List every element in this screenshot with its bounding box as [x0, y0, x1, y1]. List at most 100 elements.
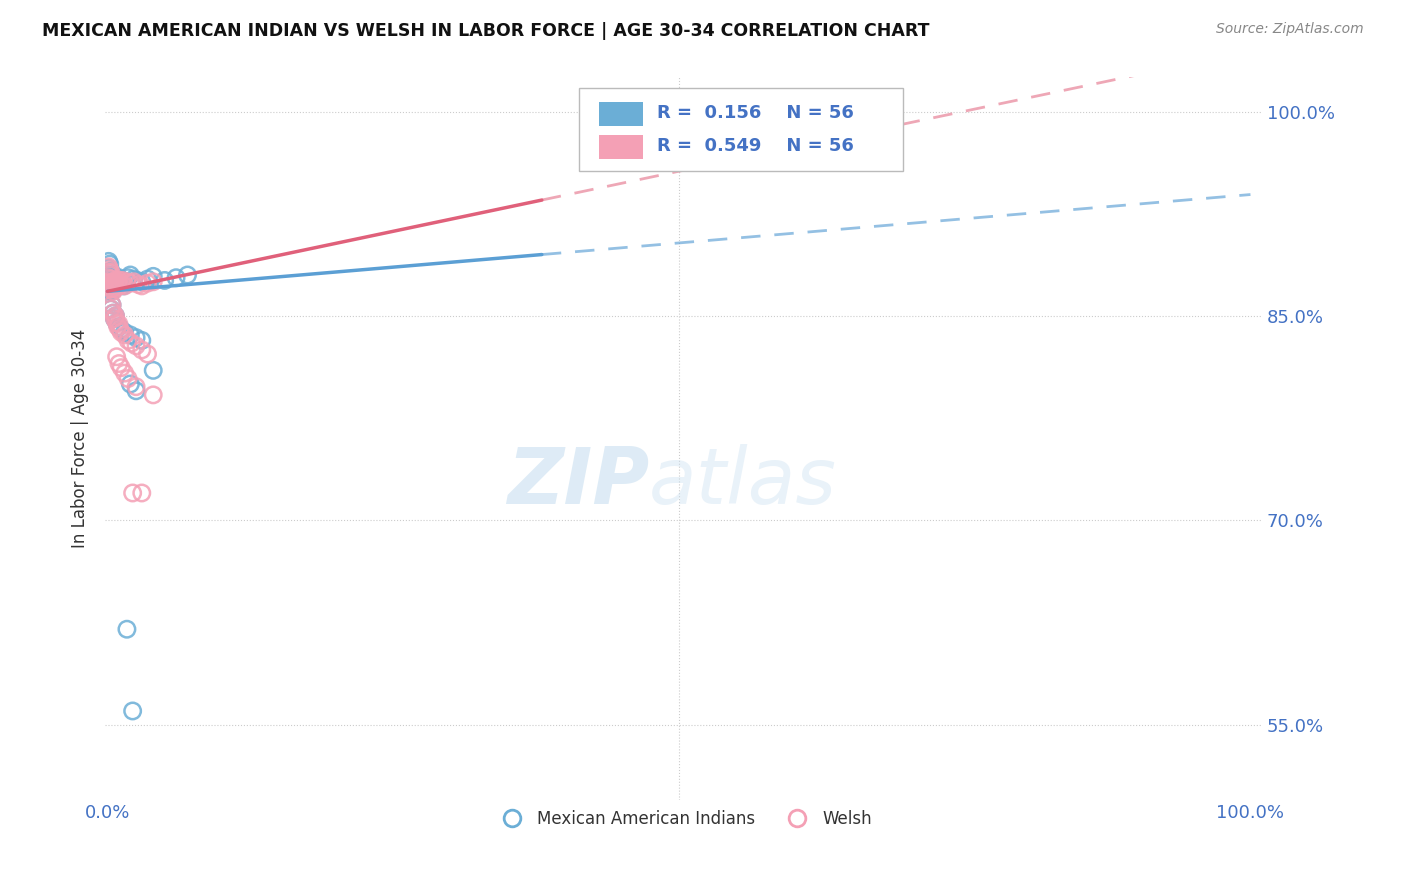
- Point: [97, 265, 120, 279]
- Point: [125, 331, 148, 345]
- Point: [117, 270, 139, 285]
- Point: [104, 273, 127, 287]
- Point: [108, 357, 131, 371]
- Point: [103, 311, 125, 326]
- Point: [105, 276, 128, 290]
- Point: [97, 270, 120, 285]
- Point: [125, 339, 148, 353]
- Point: [101, 280, 124, 294]
- Point: [103, 268, 125, 282]
- Point: [103, 273, 125, 287]
- Point: [142, 269, 165, 284]
- Point: [105, 279, 128, 293]
- Point: [117, 334, 139, 348]
- Point: [111, 273, 134, 287]
- Point: [108, 322, 131, 336]
- Point: [103, 282, 125, 296]
- Point: [98, 275, 121, 289]
- Point: [127, 273, 149, 287]
- Point: [120, 376, 142, 391]
- Point: [98, 265, 121, 279]
- Point: [108, 279, 131, 293]
- Y-axis label: In Labor Force | Age 30-34: In Labor Force | Age 30-34: [72, 329, 89, 548]
- FancyBboxPatch shape: [579, 88, 903, 171]
- Point: [103, 306, 125, 320]
- Point: [125, 380, 148, 394]
- Point: [114, 279, 136, 293]
- Point: [100, 272, 122, 286]
- Point: [100, 301, 122, 316]
- Point: [100, 279, 122, 293]
- Point: [101, 282, 124, 296]
- Point: [112, 279, 135, 293]
- Point: [97, 261, 120, 276]
- Point: [142, 388, 165, 402]
- Point: [142, 275, 165, 289]
- Point: [103, 311, 125, 326]
- Point: [105, 350, 128, 364]
- Point: [122, 275, 145, 289]
- Point: [120, 276, 142, 290]
- Point: [104, 309, 127, 323]
- Point: [103, 283, 125, 297]
- Point: [103, 280, 125, 294]
- Point: [131, 275, 153, 289]
- Point: [153, 273, 176, 287]
- Text: R =  0.549    N = 56: R = 0.549 N = 56: [657, 137, 853, 155]
- Point: [108, 317, 131, 331]
- Point: [121, 486, 143, 500]
- Point: [100, 279, 122, 293]
- Point: [101, 273, 124, 287]
- Point: [165, 270, 187, 285]
- Point: [104, 309, 127, 323]
- Point: [105, 316, 128, 330]
- Point: [104, 279, 127, 293]
- Point: [101, 298, 124, 312]
- Point: [122, 272, 145, 286]
- Point: [100, 265, 122, 279]
- Text: MEXICAN AMERICAN INDIAN VS WELSH IN LABOR FORCE | AGE 30-34 CORRELATION CHART: MEXICAN AMERICAN INDIAN VS WELSH IN LABO…: [42, 22, 929, 40]
- Point: [115, 275, 138, 289]
- Point: [107, 319, 129, 334]
- Point: [115, 622, 138, 636]
- Point: [114, 325, 136, 339]
- Point: [98, 282, 121, 296]
- Point: [98, 257, 121, 271]
- Point: [107, 276, 129, 290]
- Point: [131, 486, 153, 500]
- Point: [114, 366, 136, 380]
- Point: [110, 322, 132, 336]
- Bar: [599, 136, 643, 159]
- Point: [110, 360, 132, 375]
- Point: [100, 285, 122, 299]
- Text: ZIP: ZIP: [506, 444, 648, 520]
- Point: [104, 270, 127, 285]
- Point: [108, 319, 131, 334]
- Point: [103, 276, 125, 290]
- Point: [100, 301, 122, 316]
- Point: [97, 270, 120, 285]
- Point: [108, 276, 131, 290]
- Point: [131, 279, 153, 293]
- Bar: [599, 102, 643, 126]
- Point: [108, 270, 131, 285]
- Point: [127, 277, 149, 292]
- Point: [98, 262, 121, 277]
- Point: [114, 275, 136, 289]
- Point: [125, 384, 148, 398]
- Text: atlas: atlas: [648, 444, 837, 520]
- Legend: Mexican American Indians, Welsh: Mexican American Indians, Welsh: [489, 803, 879, 835]
- Point: [136, 347, 159, 361]
- Point: [97, 268, 120, 282]
- Point: [114, 327, 136, 342]
- Point: [176, 268, 198, 282]
- Point: [100, 272, 122, 286]
- Point: [107, 273, 129, 287]
- Point: [104, 280, 127, 294]
- Point: [120, 268, 142, 282]
- Point: [101, 275, 124, 289]
- Text: R =  0.156    N = 56: R = 0.156 N = 56: [657, 103, 853, 122]
- Point: [98, 275, 121, 289]
- Point: [103, 277, 125, 292]
- Point: [110, 273, 132, 287]
